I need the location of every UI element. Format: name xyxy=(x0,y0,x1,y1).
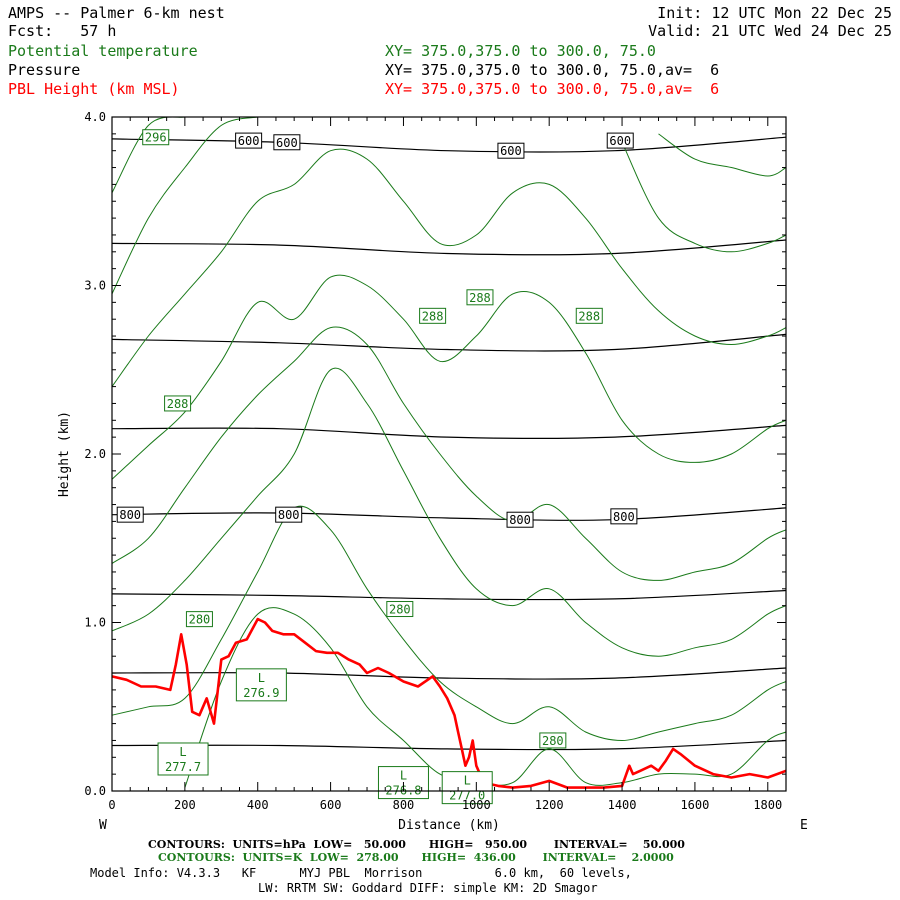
pressure-contour-700 xyxy=(111,333,787,352)
theta-contour-282 xyxy=(111,505,787,742)
field-pbl-name: PBL Height (km MSL) xyxy=(8,80,180,98)
theta-contour-288 xyxy=(111,274,787,480)
theta-label-288: 288 xyxy=(466,289,494,306)
x-tick-label: 600 xyxy=(320,798,342,812)
x-tick-label: 1000 xyxy=(462,798,491,812)
pressure-label-600: 600 xyxy=(606,132,634,149)
x-tick-label: 1600 xyxy=(680,798,709,812)
svg-text:800: 800 xyxy=(278,508,300,522)
field-pbl-xy: XY= 375.0,375.0 to 300.0, 75.0,av= 6 xyxy=(385,80,720,98)
valid-time: Valid: 21 UTC Wed 24 Dec 25 xyxy=(648,22,892,40)
theta-label-288: 288 xyxy=(164,395,192,412)
contour-labels: 296 288 288 288 288 280 280 280 600 600 600 600 800 8… xyxy=(116,129,638,805)
theta-label-296: 296 xyxy=(142,129,170,146)
svg-text:L: L xyxy=(258,671,265,685)
footer-contours-theta: CONTOURS: UNITS=K LOW= 278.00 HIGH= 436.… xyxy=(158,851,674,864)
x-axis-label: Distance (km) xyxy=(398,818,500,833)
y-tick-label: 2.0 xyxy=(84,447,106,461)
pressure-contour-600 xyxy=(111,136,787,153)
theta-contour-290 xyxy=(111,148,787,387)
x-tick-label: 1800 xyxy=(753,798,782,812)
y-axis-label: Height (km) xyxy=(57,411,72,497)
plot-title: AMPS -- Palmer 6-km nest xyxy=(8,4,225,22)
theta-label-280: 280 xyxy=(539,732,567,749)
east-label: E xyxy=(800,818,808,833)
svg-text:277.0: 277.0 xyxy=(449,789,485,803)
svg-text:L: L xyxy=(400,769,407,783)
x-tick-label: 800 xyxy=(393,798,415,812)
forecast-hour: Fcst: 57 h xyxy=(8,22,117,40)
y-tick-label: 3.0 xyxy=(84,279,106,293)
svg-text:280: 280 xyxy=(542,734,564,748)
svg-text:L: L xyxy=(179,745,186,759)
svg-text:280: 280 xyxy=(189,613,211,627)
svg-text:288: 288 xyxy=(422,309,444,323)
theta-contour-284 xyxy=(111,367,787,657)
pressure-label-800: 800 xyxy=(116,506,144,523)
theta-label-280: 280 xyxy=(185,611,213,628)
svg-text:600: 600 xyxy=(609,134,631,148)
svg-text:800: 800 xyxy=(119,508,141,522)
pressure-contour-750 xyxy=(111,424,787,440)
field-theta-xy: XY= 375.0,375.0 to 300.0, 75.0 xyxy=(385,42,656,60)
svg-text:277.7: 277.7 xyxy=(165,760,201,774)
theta-label-288: 288 xyxy=(419,307,447,324)
axes: 0 200 400 600 800 1000 1200 1400 1600 1800 0.0 1.0 2… xyxy=(84,110,787,812)
x-tick-label: 0 xyxy=(108,798,115,812)
svg-text:600: 600 xyxy=(276,136,298,150)
field-theta-name: Potential temperature xyxy=(8,42,198,60)
theta-contour-294 xyxy=(658,133,787,177)
svg-text:280: 280 xyxy=(389,603,411,617)
svg-text:800: 800 xyxy=(509,513,531,527)
field-pressure-name: Pressure xyxy=(8,61,81,79)
theta-label-280: 280 xyxy=(386,601,414,618)
pressure-label-800: 800 xyxy=(506,511,534,528)
field-pressure-xy: XY= 375.0,375.0 to 300.0, 75.0,av= 6 xyxy=(385,61,720,79)
theta-contour-292 xyxy=(111,116,258,295)
svg-text:288: 288 xyxy=(167,397,189,411)
init-time: Init: 12 UTC Mon 22 Dec 25 xyxy=(657,4,892,22)
svg-text:L: L xyxy=(464,774,471,788)
theta-contour-292 xyxy=(621,142,787,253)
x-tick-label: 400 xyxy=(247,798,269,812)
theta-label-288: 288 xyxy=(575,307,603,324)
y-tick-label: 4.0 xyxy=(84,110,106,124)
footer-model-info: Model Info: V4.3.3 KF MYJ PBL Morrison 6… xyxy=(90,866,632,880)
x-tick-label: 1400 xyxy=(608,798,637,812)
svg-text:600: 600 xyxy=(500,144,522,158)
theta-contour-286 xyxy=(111,326,787,581)
pressure-contour-900 xyxy=(111,667,787,680)
plot-frame xyxy=(111,116,787,792)
svg-text:600: 600 xyxy=(238,134,260,148)
y-tick-label: 0.0 xyxy=(84,784,106,798)
footer-model-physics: LW: RRTM SW: Goddard DIFF: simple KM: 2D… xyxy=(258,881,598,895)
svg-text:276.9: 276.9 xyxy=(243,686,279,700)
pressure-contour-950 xyxy=(111,739,787,751)
pressure-label-800: 800 xyxy=(275,506,303,523)
pressure-contour-850 xyxy=(111,589,787,601)
x-tick-label: 200 xyxy=(174,798,196,812)
pressure-label-800: 800 xyxy=(610,508,638,525)
pressure-label-600: 600 xyxy=(273,134,301,151)
svg-text:288: 288 xyxy=(578,309,600,323)
theta-contours xyxy=(111,116,787,788)
x-tick-label: 1200 xyxy=(535,798,564,812)
pressure-label-600: 600 xyxy=(235,132,263,149)
y-tick-label: 1.0 xyxy=(84,616,106,630)
svg-text:288: 288 xyxy=(469,291,491,305)
pressure-contours xyxy=(111,136,787,751)
pressure-contour-800 xyxy=(111,507,787,521)
svg-text:800: 800 xyxy=(613,510,635,524)
pressure-label-600: 600 xyxy=(497,142,525,159)
pbl-height-series xyxy=(111,617,787,789)
footer-contours-pressure: CONTOURS: UNITS=hPa LOW= 50.000 HIGH= 95… xyxy=(148,838,685,851)
pressure-contour-650 xyxy=(111,239,787,256)
pbl-height-line xyxy=(111,617,787,789)
west-label: W xyxy=(99,818,107,833)
svg-text:296: 296 xyxy=(145,131,167,145)
